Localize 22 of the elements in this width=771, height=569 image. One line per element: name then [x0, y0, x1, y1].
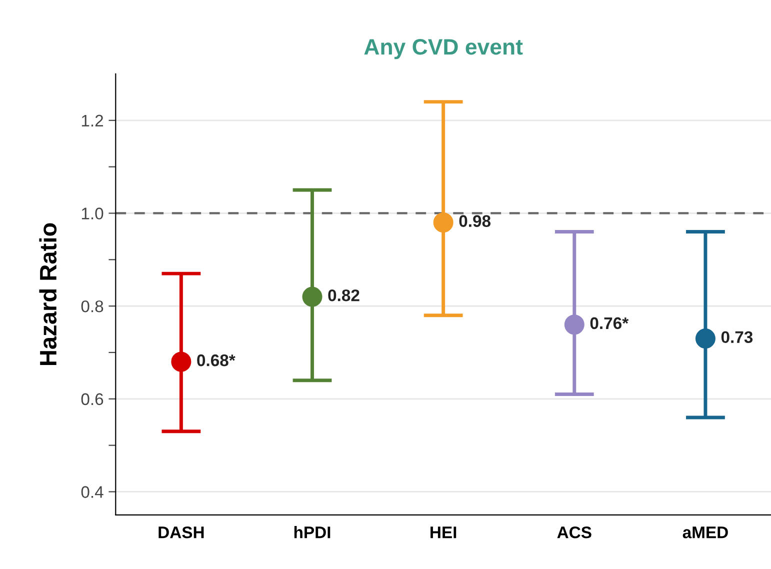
y-tick-label: 0.4	[81, 486, 104, 498]
x-tick-label: hPDI	[294, 526, 330, 538]
point	[302, 286, 322, 307]
point	[171, 352, 192, 372]
y-axis-title: Hazard Ratio	[39, 223, 57, 366]
point	[564, 314, 584, 335]
x-tick-label: ACS	[557, 526, 592, 538]
y-tick-label: 0.8	[81, 300, 104, 312]
data-label: 0.68*	[197, 354, 236, 366]
chart-title: Any CVD event	[364, 39, 523, 60]
point	[433, 212, 454, 233]
point	[695, 328, 716, 349]
y-tick-label: 1.2	[82, 114, 104, 126]
data-label: 0.82	[328, 289, 360, 302]
data-label: 0.98	[459, 215, 491, 227]
data-label: 0.76*	[590, 317, 629, 330]
y-tick-label: 0.6	[81, 393, 104, 406]
y-tick-label: 1.0	[82, 208, 104, 220]
x-tick-label: DASH	[158, 526, 204, 538]
data-label: 0.73	[721, 331, 753, 344]
x-tick-label: HEI	[430, 526, 456, 538]
x-tick-label: aMED	[682, 526, 728, 538]
